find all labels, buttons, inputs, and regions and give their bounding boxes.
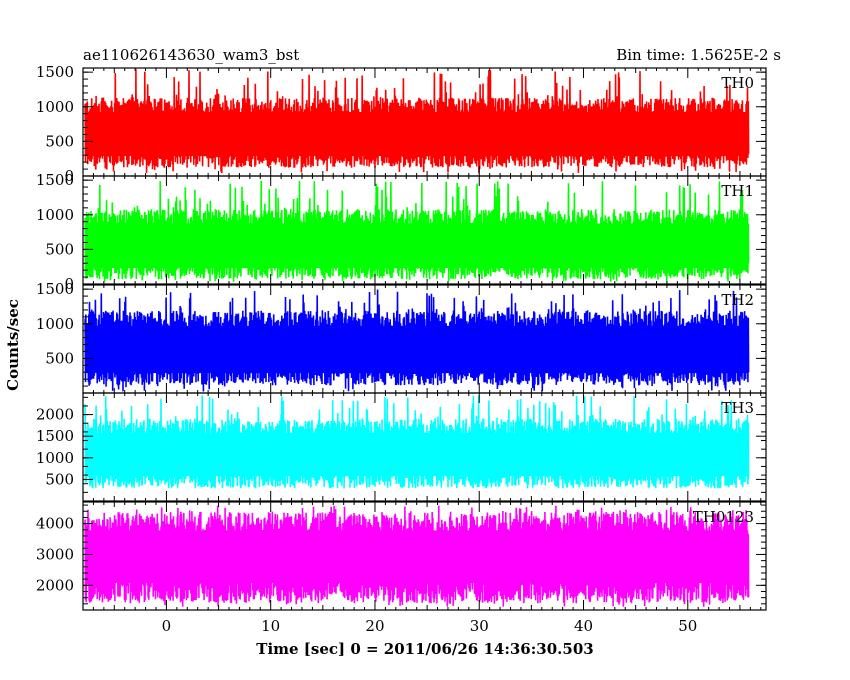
series-label-th1: TH1 — [721, 182, 754, 200]
series-label-th0: TH0 — [721, 74, 754, 92]
x-axis: 0 10 20 30 40 50 — [162, 617, 698, 635]
y-tick-label: 500 — [45, 240, 74, 258]
series-band-th0123 — [85, 530, 749, 584]
y-tick-label: 1500 — [36, 63, 74, 81]
series-label-th2: TH2 — [721, 291, 754, 309]
panel-frame — [82, 392, 767, 502]
y-tick-label: 0 — [64, 167, 74, 185]
y-tick-label: 1000 — [36, 449, 74, 467]
y-tick-label: 2000 — [36, 406, 74, 424]
panel-frame — [82, 501, 767, 611]
x-tick-label: 40 — [574, 617, 593, 635]
x-tick-label: 20 — [365, 617, 384, 635]
y-tick-label: 3000 — [36, 545, 74, 563]
series-label-th0123: TH0123 — [693, 508, 754, 526]
x-axis-label: Time [sec] 0 = 2011/06/26 14:36:30.503 — [256, 640, 593, 658]
chart-title: ae110626143630_wam3_bst — [83, 46, 299, 64]
y-tick-label: 1500 — [36, 427, 74, 445]
y-tick-label: 500 — [45, 470, 74, 488]
panels-group: 0 500 1000 1500 TH0 0 500 1000 1500 TH1 500 1000 150… — [36, 63, 767, 611]
y-tick-label: 2000 — [36, 576, 74, 594]
x-tick-label: 0 — [162, 617, 172, 635]
y-tick-label: 1000 — [36, 315, 74, 333]
panel-th3: 500 1000 1500 2000 TH3 — [36, 392, 767, 502]
series-band-th2 — [85, 325, 749, 374]
y-tick-label: 1500 — [36, 280, 74, 298]
y-axis-label: Counts/sec — [4, 299, 22, 391]
y-tick-label: 1000 — [36, 98, 74, 116]
chart-subtitle: Bin time: 1.5625E-2 s — [616, 46, 781, 64]
panel-th1: 0 500 1000 1500 TH1 — [36, 171, 767, 293]
y-tick-label: 500 — [45, 132, 74, 150]
series-label-th3: TH3 — [721, 399, 754, 417]
y-tick-label: 1500 — [36, 171, 74, 189]
y-tick-label: 1000 — [36, 206, 74, 224]
panel-th2: 500 1000 1500 TH2 — [36, 280, 767, 394]
panel-th0: 0 500 1000 1500 TH0 — [36, 63, 767, 185]
panel-frame — [82, 175, 767, 285]
x-tick-label: 50 — [678, 617, 697, 635]
y-tick-label: 0 — [64, 275, 74, 293]
panel-th0123: 2000 3000 4000 TH0123 — [36, 501, 767, 611]
x-tick-label: 30 — [470, 617, 489, 635]
y-tick-label: 500 — [45, 349, 74, 367]
series-band-th3 — [85, 432, 749, 477]
series-band-th1 — [85, 223, 749, 269]
x-tick-label: 10 — [261, 617, 280, 635]
y-tick-label: 4000 — [36, 515, 74, 533]
series-band-th0 — [85, 111, 749, 157]
